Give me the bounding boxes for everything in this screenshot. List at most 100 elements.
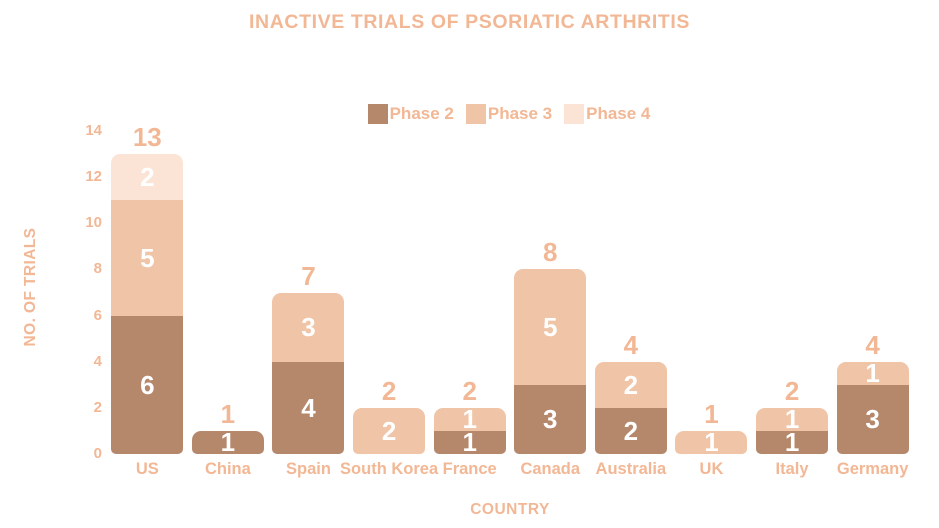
segment-value-label: 3 (543, 404, 558, 435)
legend-swatch-icon (465, 104, 486, 124)
legend-swatch-icon (367, 104, 388, 124)
segment-value-label: 6 (140, 369, 155, 400)
stacked-bar: 1 (675, 430, 748, 454)
segment-value-label: 1 (462, 427, 477, 454)
bar-segment-phase-2: 6 (111, 315, 184, 454)
bar-segment-phase-3: 1 (756, 407, 829, 435)
bar-total-label: 4 (865, 329, 880, 360)
legend-item-phase-4: Phase 4 (564, 104, 650, 124)
bar-column-us: 13 2 5 6 (107, 124, 188, 454)
legend-swatch-icon (564, 104, 585, 124)
x-axis-label-text: Canada (520, 460, 581, 478)
segment-value-label: 4 (301, 392, 316, 423)
segment-value-label: 5 (140, 242, 155, 273)
segment-value-label: 1 (220, 430, 236, 454)
x-axis-label-france: France (429, 460, 510, 479)
x-axis-label-australia: Australia (591, 460, 672, 479)
x-axis-label-text: UK (699, 460, 724, 478)
bar-total-label: 2 (462, 375, 477, 406)
segment-value-label: 2 (623, 369, 639, 400)
x-axis-label-uk: UK (671, 460, 752, 479)
x-axis-label-germany: Germany (832, 460, 913, 479)
bar-segment-phase-2: 1 (433, 427, 506, 454)
segment-value-label: 2 (140, 162, 155, 193)
x-axis-label-text: Australia (595, 460, 667, 478)
chart-title: INACTIVE TRIALS OF PSORIATIC ARTHRITIS (249, 11, 690, 33)
bar-segment-phase-3: 2 (594, 361, 667, 408)
bar-segment-phase-3: 1 (836, 361, 909, 389)
bar-total-label: 2 (381, 375, 397, 406)
y-axis-title: NO. OF TRIALS (22, 227, 39, 347)
bar-segment-phase-2: 4 (272, 361, 345, 454)
x-axis-label-spain: Spain (268, 460, 349, 479)
bar-segment-phase-3: 1 (675, 430, 748, 454)
stacked-bar: 2 (353, 407, 426, 454)
x-axis-label-text: China (204, 460, 251, 478)
y-tick-label: 6 (93, 306, 102, 324)
segment-value-label: 1 (704, 430, 719, 454)
bar-segment-phase-2: 3 (836, 384, 909, 454)
legend: Phase 2 Phase 3 Phase 4 (106, 104, 912, 124)
stacked-bar: 2 5 6 (111, 154, 184, 454)
y-tick-label: 4 (93, 352, 102, 370)
bar-segment-phase-3: 2 (353, 407, 426, 454)
bar-segment-phase-2: 2 (594, 407, 667, 454)
y-tick-label: 0 (93, 445, 102, 462)
bar-total-label: 13 (132, 122, 162, 153)
bar-segment-phase-3: 5 (514, 269, 587, 385)
plot-area: 13 2 5 6 1 1 7 3 4 2 2 2 1 1 8 5 3 4 2 2 1 1 2 1 1 4 1 3 (107, 124, 913, 454)
segment-value-label: 5 (543, 312, 558, 343)
y-tick-label: 10 (85, 214, 102, 232)
bar-segment-phase-4: 2 (111, 154, 184, 201)
bar-segment-phase-2: 3 (514, 384, 587, 454)
x-axis-label-text: South Korea (340, 460, 439, 478)
x-axis-label-china: China (188, 460, 269, 479)
segment-value-label: 1 (865, 361, 880, 389)
segment-value-label: 3 (301, 312, 316, 343)
x-axis-label-text: France (442, 460, 497, 478)
x-axis-label-text: Germany (836, 460, 909, 478)
bar-total-label: 2 (784, 375, 800, 406)
x-axis-label-canada: Canada (510, 460, 591, 479)
x-axis-label-south-korea: South Korea (340, 460, 438, 479)
segment-value-label: 3 (865, 404, 880, 435)
x-axis-label-italy: Italy (752, 460, 833, 479)
segment-value-label: 1 (784, 427, 800, 454)
legend-item-phase-2: Phase 2 (367, 104, 454, 124)
bar-total-label: 1 (220, 398, 236, 429)
bar-total-label: 1 (704, 398, 719, 429)
legend-label: Phase 3 (487, 104, 553, 123)
bar-segment-phase-3: 5 (111, 200, 184, 316)
segment-value-label: 1 (462, 407, 477, 435)
legend-label: Phase 2 (389, 104, 454, 123)
y-tick-label: 2 (93, 398, 102, 416)
y-tick-label: 12 (85, 168, 102, 186)
segment-value-label: 2 (623, 415, 639, 446)
stacked-bar: 1 (191, 430, 264, 454)
x-axis-labels: US China Spain South Korea France Canada Austr… (107, 460, 913, 479)
segment-value-label: 2 (381, 415, 397, 446)
x-axis-label-text: Spain (286, 460, 331, 478)
bar-total-label: 4 (623, 329, 639, 360)
legend-item-phase-3: Phase 3 (465, 104, 553, 124)
x-axis-label-us: US (107, 460, 188, 479)
bar-segment-phase-3: 3 (272, 292, 345, 362)
segment-value-label: 1 (784, 407, 800, 435)
y-tick-label: 14 (85, 122, 102, 139)
bar-segment-phase-2: 1 (756, 427, 829, 454)
y-tick-label: 8 (93, 260, 102, 278)
